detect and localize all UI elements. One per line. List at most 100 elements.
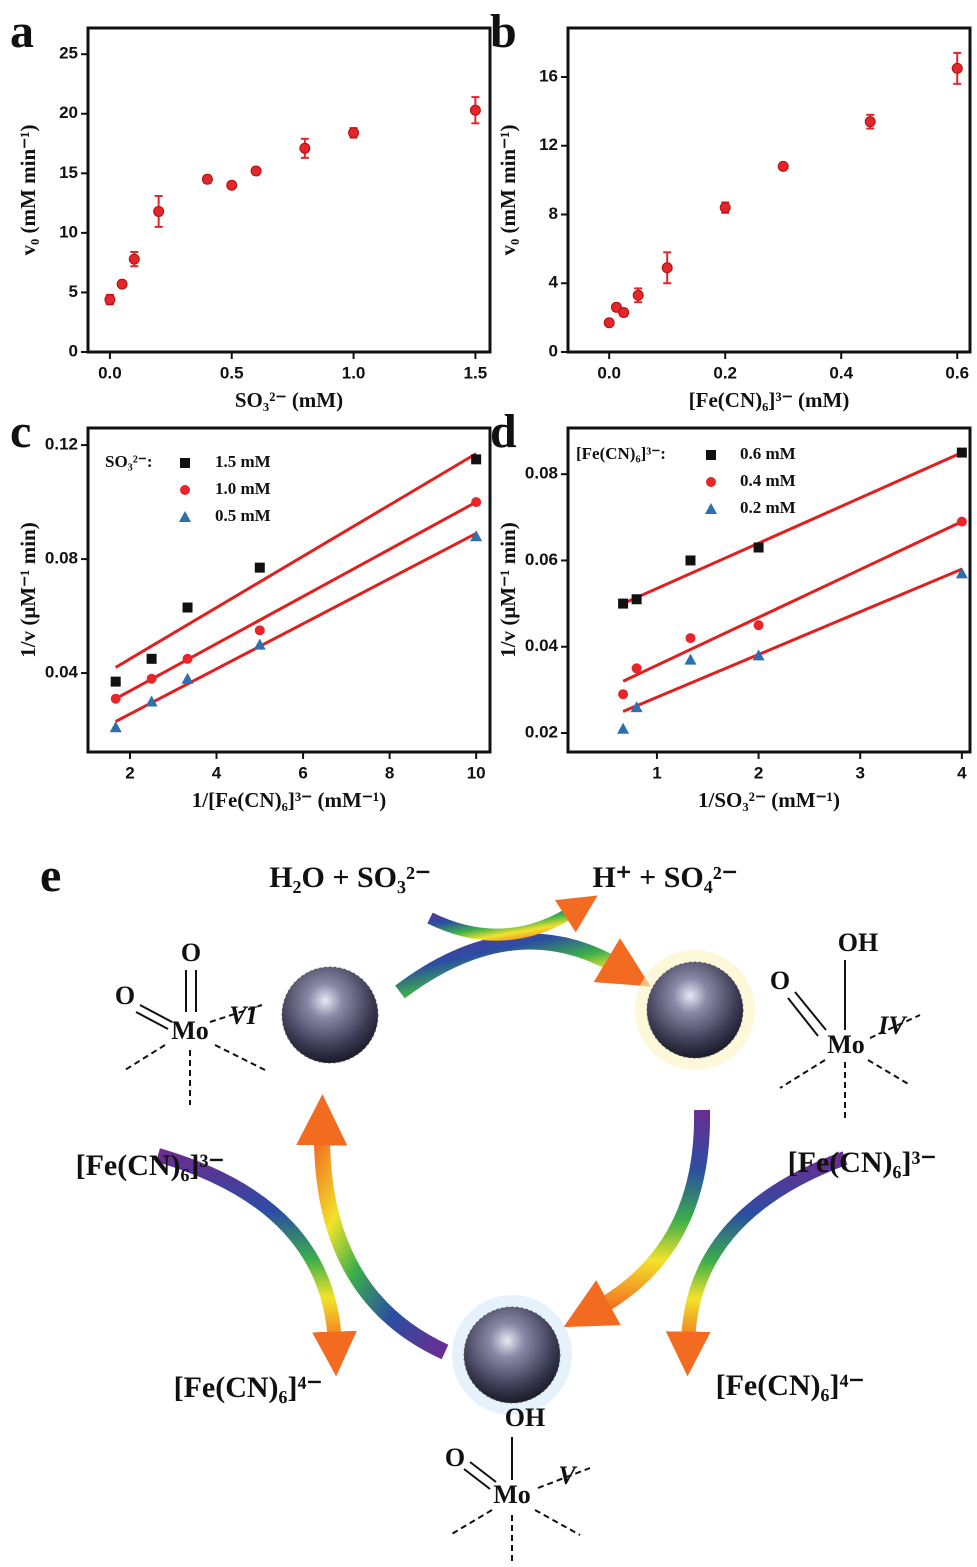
point bbox=[470, 530, 483, 542]
fit-line bbox=[622, 520, 963, 683]
nanoparticle bbox=[281, 966, 379, 1064]
point bbox=[706, 477, 716, 487]
y-tick-label: 0.02 bbox=[525, 723, 558, 742]
fit-line bbox=[114, 500, 477, 701]
arrow bbox=[296, 1094, 449, 1360]
x-axis-title: 1/SO₃²⁻ (mM⁻¹) bbox=[698, 788, 840, 812]
nanoparticle bbox=[646, 961, 744, 1059]
x-axis-title: [Fe(CN)₆]³⁻ (mM) bbox=[689, 388, 850, 412]
point bbox=[201, 173, 213, 185]
point bbox=[631, 663, 642, 674]
arrow bbox=[427, 895, 598, 941]
atom: OH bbox=[838, 928, 878, 957]
ferrocyanide: [Fe(CN)₆]⁴⁻ bbox=[174, 1371, 323, 1404]
x-tick-label: 8 bbox=[385, 763, 394, 782]
plot-frame bbox=[86, 26, 492, 354]
point bbox=[617, 722, 630, 734]
x-tick-label: 0.0 bbox=[98, 363, 122, 382]
legend-label: 0.2 mM bbox=[740, 498, 796, 517]
panel-label: c bbox=[10, 405, 31, 458]
plot-frame bbox=[566, 426, 972, 754]
x-tick-label: 1.0 bbox=[342, 363, 366, 382]
y-tick-label: 16 bbox=[539, 66, 558, 85]
legend-title: [Fe(CN)₆]³⁻: bbox=[576, 444, 666, 463]
x-tick-label: 2 bbox=[125, 763, 134, 782]
point bbox=[116, 278, 128, 290]
point bbox=[685, 633, 696, 644]
legend-label: 0.6 mM bbox=[740, 444, 796, 463]
point bbox=[146, 673, 157, 684]
y-tick-label: 0.06 bbox=[525, 550, 558, 569]
fit-line bbox=[115, 532, 477, 723]
atom: Mo bbox=[493, 1480, 531, 1509]
x-tick-label: 1 bbox=[652, 763, 661, 782]
point bbox=[753, 620, 764, 631]
legend-title: SO₃²⁻: bbox=[105, 452, 153, 471]
y-tick-label: 8 bbox=[549, 204, 558, 223]
point bbox=[128, 253, 140, 265]
legend-label: 0.5 mM bbox=[215, 506, 271, 525]
ferrocyanide: [Fe(CN)₆]⁴⁻ bbox=[716, 1369, 865, 1402]
point bbox=[632, 289, 644, 301]
point bbox=[109, 721, 122, 733]
ferricyanide: [Fe(CN)₆]³⁻ bbox=[76, 1149, 225, 1182]
x-tick-label: 0.4 bbox=[829, 363, 853, 382]
y-tick-label: 25 bbox=[59, 44, 78, 63]
cycle-diagram: e H₂O + SO₃²⁻ H⁺ + SO₄²⁻ [Fe(CN)₆]³⁻ [Fe… bbox=[40, 849, 936, 1565]
point bbox=[956, 516, 967, 527]
bonds bbox=[124, 960, 921, 1565]
point bbox=[180, 485, 190, 495]
point bbox=[631, 594, 642, 605]
point bbox=[956, 447, 967, 458]
panel-label: a bbox=[10, 5, 34, 58]
nanoparticle bbox=[463, 1306, 561, 1404]
point bbox=[348, 127, 360, 139]
x-tick-label: 6 bbox=[298, 763, 307, 782]
point bbox=[253, 638, 266, 650]
oxidation-state: V bbox=[558, 1461, 578, 1490]
panel-label: e bbox=[40, 849, 61, 902]
y-tick-label: 12 bbox=[539, 135, 558, 154]
point bbox=[752, 649, 765, 661]
point bbox=[181, 672, 194, 684]
point bbox=[618, 598, 629, 609]
arrow bbox=[563, 1109, 711, 1328]
point bbox=[618, 689, 629, 700]
y-tick-label: 0.04 bbox=[45, 663, 79, 682]
atom: O bbox=[115, 981, 135, 1010]
point bbox=[104, 294, 116, 306]
point bbox=[182, 602, 193, 613]
ferricyanide: [Fe(CN)₆]³⁻ bbox=[788, 1146, 937, 1179]
y-tick-label: 5 bbox=[69, 282, 78, 301]
point bbox=[110, 693, 121, 704]
y-tick-label: 0.12 bbox=[45, 435, 78, 454]
y-tick-label: 0 bbox=[69, 341, 78, 360]
legend-label: 0.4 mM bbox=[740, 471, 796, 490]
y-tick-label: 0.04 bbox=[525, 636, 559, 655]
x-tick-label: 1.5 bbox=[464, 363, 488, 382]
chart: a 0.0 0.5 1.0 1.5 0 5 10 15 20 25 SO₃²⁻ (mM) v₀ (mM … bbox=[10, 5, 492, 412]
point bbox=[955, 567, 968, 579]
x-tick-label: 4 bbox=[212, 763, 222, 782]
point bbox=[469, 104, 481, 116]
x-tick-label: 0.2 bbox=[713, 363, 737, 382]
atom: OH bbox=[505, 1403, 545, 1432]
point bbox=[145, 695, 158, 707]
point bbox=[179, 511, 191, 522]
point bbox=[685, 555, 696, 566]
x-tick-label: 3 bbox=[855, 763, 864, 782]
point bbox=[603, 317, 615, 329]
point bbox=[706, 450, 716, 460]
x-tick-label: 0.0 bbox=[597, 363, 621, 382]
point bbox=[753, 542, 764, 553]
y-tick-label: 0.08 bbox=[45, 549, 78, 568]
point bbox=[705, 503, 717, 514]
point bbox=[180, 458, 190, 468]
point bbox=[250, 165, 262, 177]
oxidation-state: IV bbox=[877, 1011, 908, 1040]
y-axis-title: 1/v (μM⁻¹ min) bbox=[16, 522, 40, 657]
point bbox=[110, 676, 121, 687]
point bbox=[864, 116, 876, 128]
chart: b 0.0 0.2 0.4 0.6 0 4 8 12 16 [Fe(CN)₆]³⁻ (mM) v₀ (… bbox=[490, 5, 972, 412]
products: H⁺ + SO₄²⁻ bbox=[592, 861, 737, 894]
